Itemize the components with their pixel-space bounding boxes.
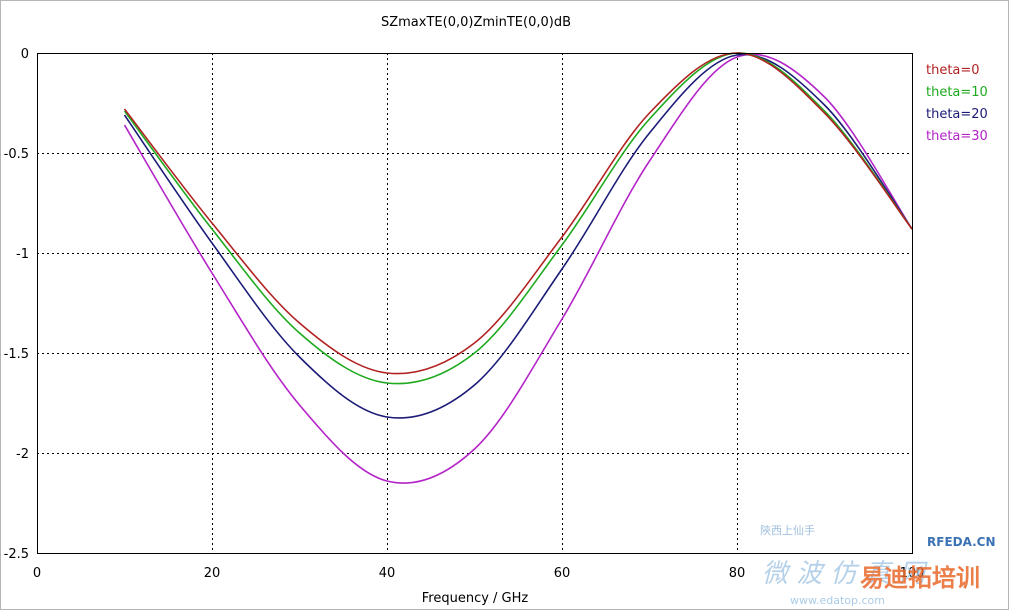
watermark-line2: 微 波 仿 真 网 [762, 559, 928, 589]
y-tick-label: -2 [16, 447, 29, 462]
x-axis-label: Frequency / GHz [422, 591, 529, 606]
y-tick-label: -1.5 [4, 347, 29, 362]
legend-entry: theta=0 [926, 63, 980, 78]
y-tick-label: -2.5 [4, 547, 29, 562]
legend: theta=0 theta=10 theta=20 theta=30 [926, 63, 988, 144]
watermark-brand1: RFEDA.CN [927, 535, 996, 549]
x-tick-label: 20 [204, 566, 221, 581]
y-tick-labels: 0 -0.5 -1 -1.5 -2 -2.5 [4, 47, 29, 562]
grid [37, 53, 912, 553]
x-tick-label: 60 [554, 566, 571, 581]
series-layer [123, 52, 913, 484]
x-tick-label: 40 [379, 566, 396, 581]
legend-entry: theta=30 [926, 129, 988, 144]
x-tick-label: 0 [33, 566, 41, 581]
x-tick-label: 80 [729, 566, 746, 581]
watermark: 陝西上仙手 微 波 仿 真 网 RFEDA.CN 易迪拓培训 www.edato… [760, 523, 996, 607]
watermark-brand2: 易迪拓培训 [860, 564, 980, 592]
y-tick-label: -1 [16, 247, 29, 262]
legend-entry: theta=10 [926, 85, 988, 100]
x-tick-labels: 0 20 40 60 80 100 [33, 566, 925, 581]
plot-frame [37, 53, 913, 554]
x-tick-label: 100 [900, 566, 925, 581]
y-tick-label: -0.5 [4, 147, 29, 162]
watermark-line1: 陝西上仙手 [760, 523, 815, 537]
series-line-theta-10 [123, 52, 913, 385]
legend-entry: theta=20 [926, 107, 988, 122]
watermark-url: www.edatop.com [790, 594, 885, 607]
y-tick-label: 0 [21, 47, 29, 62]
chart-title: SZmaxTE(0,0)ZminTE(0,0)dB [381, 15, 571, 30]
plot-area [37, 53, 912, 553]
series-line-theta-30 [123, 53, 913, 484]
series-line-theta-20 [123, 53, 913, 419]
series-line-theta-0 [123, 52, 913, 375]
